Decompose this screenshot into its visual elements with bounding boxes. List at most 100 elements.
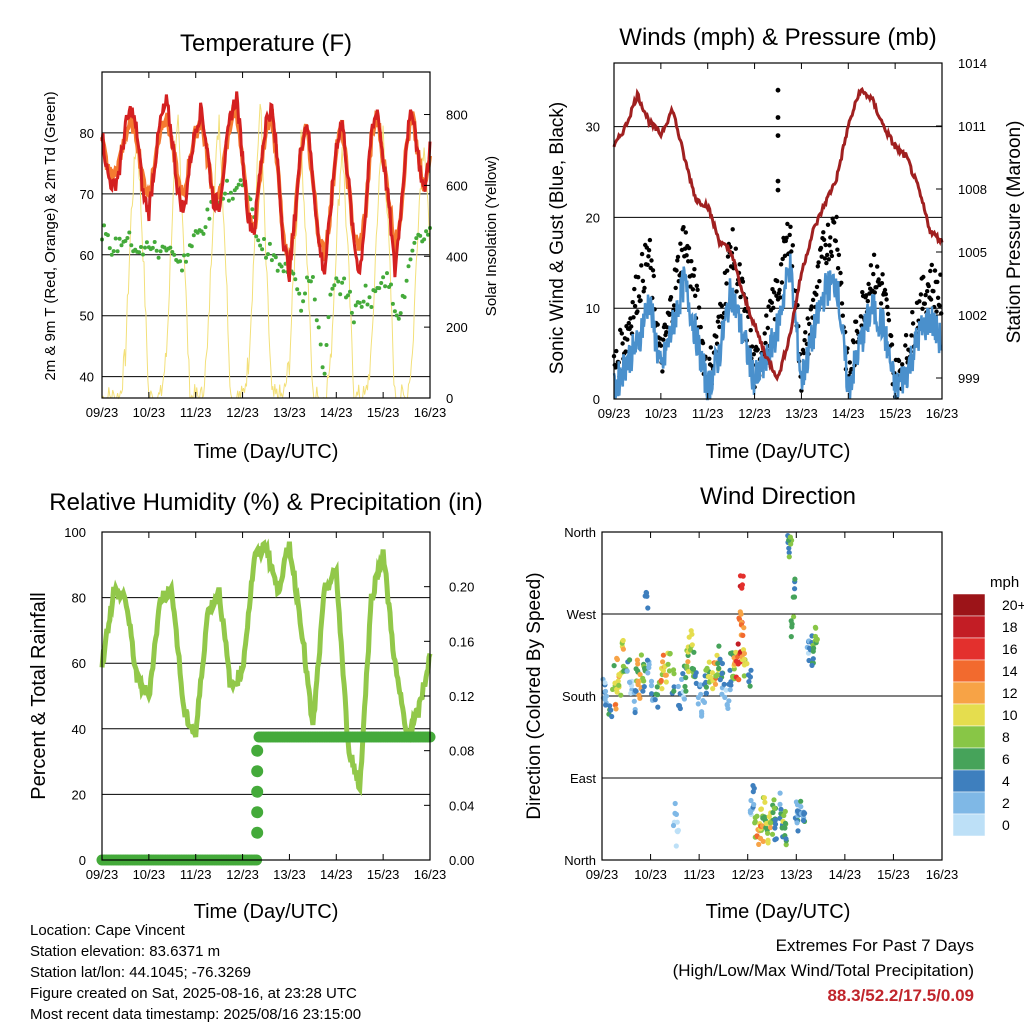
dewpoint-point <box>256 238 261 243</box>
direction-point <box>800 817 807 824</box>
temperature-x-tick-label: 13/23 <box>273 405 306 420</box>
humidity-title: Relative Humidity (%) & Precipitation (i… <box>49 489 482 516</box>
direction-point <box>727 667 733 673</box>
gust-point <box>778 262 784 267</box>
gust-point <box>725 268 730 273</box>
elevation-text: Station elevation: 83.6371 m <box>30 943 221 960</box>
gust-point <box>635 309 640 314</box>
gust-point <box>764 313 769 318</box>
dewpoint-point <box>316 325 321 330</box>
dewpoint-point <box>172 252 177 257</box>
direction-point <box>735 641 741 647</box>
direction-point <box>788 618 794 624</box>
winds-x-label: Time (Day/UTC) <box>706 441 851 463</box>
humidity-y-tick-label: 100 <box>64 525 86 540</box>
dewpoint-point <box>137 250 142 255</box>
direction-panel: Wind Direction NorthEastSouthWestNorth09… <box>524 483 1024 923</box>
gust-point <box>823 242 828 248</box>
dewpoint-point <box>408 257 413 262</box>
temperature-plot-frame <box>101 71 431 399</box>
dewpoint-point <box>170 250 175 254</box>
created-text: Figure created on Sat, 2025-08-16, at 23… <box>30 985 357 1002</box>
colorbar-swatch <box>952 637 986 661</box>
direction-point <box>611 663 617 669</box>
dewpoint-point <box>332 283 337 288</box>
direction-point <box>704 665 710 672</box>
winds-y-tick-label: 0 <box>593 392 600 407</box>
direction-point <box>782 820 789 827</box>
gust-point <box>822 256 828 261</box>
humidity-y-tick-label: 80 <box>72 591 86 606</box>
winds-x-tick-label: 16/23 <box>926 406 959 421</box>
direction-point <box>733 649 739 655</box>
temperature-y-right-tick-label: 0 <box>446 391 453 406</box>
gust-point <box>762 331 767 336</box>
gust-point <box>865 298 870 304</box>
gust-point <box>876 277 881 282</box>
temperature-x-tick-label: 15/23 <box>367 405 400 420</box>
dewpoint-point <box>336 279 341 284</box>
temp-2m-line <box>100 91 432 283</box>
gust-point <box>871 252 877 257</box>
humidity-y-tick-label: 20 <box>72 787 86 802</box>
direction-point <box>809 662 815 669</box>
colorbar-label: 10 <box>1002 707 1018 723</box>
direction-point <box>637 695 643 701</box>
temperature-y-right-label: Solar Insolation (Yellow) <box>483 156 500 316</box>
gust-point <box>832 220 837 225</box>
direction-point <box>691 649 697 655</box>
dewpoint-point <box>377 286 382 291</box>
direction-point <box>618 692 624 698</box>
gust-point <box>771 290 777 295</box>
gust-point <box>698 324 703 330</box>
dewpoint-point <box>223 191 227 196</box>
colorbar-label: 4 <box>1002 773 1010 789</box>
direction-point <box>665 661 671 667</box>
gust-point <box>836 252 842 258</box>
dewpoint-point <box>410 248 415 253</box>
dewpoint-point <box>295 287 300 292</box>
gust-point <box>733 246 738 251</box>
winds-y-right-tick-label: 1008 <box>958 182 987 197</box>
direction-point <box>620 663 627 670</box>
direction-point <box>658 677 664 684</box>
dewpoint-point <box>369 305 374 309</box>
direction-point <box>772 825 778 831</box>
direction-point <box>671 688 677 694</box>
gust-peak-point <box>775 115 781 120</box>
gust-point <box>910 321 916 326</box>
dewpoint-point <box>113 236 118 241</box>
direction-point <box>627 657 633 663</box>
direction-point <box>765 830 771 836</box>
direction-point <box>716 665 722 672</box>
colorbar-label: 12 <box>1002 685 1018 701</box>
dewpoint-point <box>349 310 354 315</box>
gust-point <box>646 248 652 253</box>
direction-point <box>714 652 720 658</box>
gust-point <box>693 293 698 298</box>
humidity-x-tick-label: 12/23 <box>226 867 259 882</box>
gust-point <box>900 362 905 367</box>
gust-point <box>801 350 806 356</box>
winds-x-tick-label: 11/23 <box>692 406 724 421</box>
direction-point <box>717 677 723 683</box>
direction-point <box>761 795 768 801</box>
gust-point <box>717 324 722 330</box>
dewpoint-point <box>154 248 159 253</box>
direction-point <box>620 637 626 644</box>
gust-point <box>937 303 942 309</box>
dewpoint-point <box>361 299 366 304</box>
gust-point <box>686 245 692 251</box>
direction-point <box>667 651 673 657</box>
dewpoint-point <box>322 371 327 376</box>
gust-point <box>815 264 820 269</box>
gust-point <box>646 254 651 259</box>
direction-point <box>713 673 719 679</box>
direction-point <box>737 573 744 579</box>
winds-x-tick-label: 10/23 <box>645 406 678 421</box>
direction-point <box>693 680 699 687</box>
direction-point <box>660 652 667 658</box>
gust-point <box>763 340 768 346</box>
direction-point <box>767 820 774 826</box>
direction-point <box>725 705 731 712</box>
